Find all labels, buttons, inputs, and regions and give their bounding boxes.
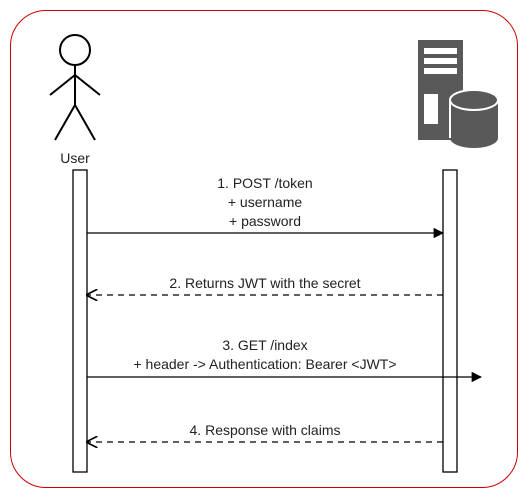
diagram-canvas: User 1. POST /token + username + passwor… [0,0,530,500]
msg3-line1: 3. GET /index [222,337,307,353]
user-actor-label: User [60,150,90,166]
msg1-line2: + username [228,194,302,210]
msg1-line3: + password [229,213,301,229]
user-actor-icon [50,35,100,140]
msg4-line1: 4. Response with claims [190,422,341,438]
server-icon [418,40,498,148]
msg2-line1: 2. Returns JWT with the secret [169,275,360,291]
user-lifeline-bar [73,170,87,472]
server-lifeline-bar [443,170,457,472]
msg3-line2: + header -> Authentication: Bearer <JWT> [133,356,396,372]
msg1-line1: 1. POST /token [217,175,312,191]
